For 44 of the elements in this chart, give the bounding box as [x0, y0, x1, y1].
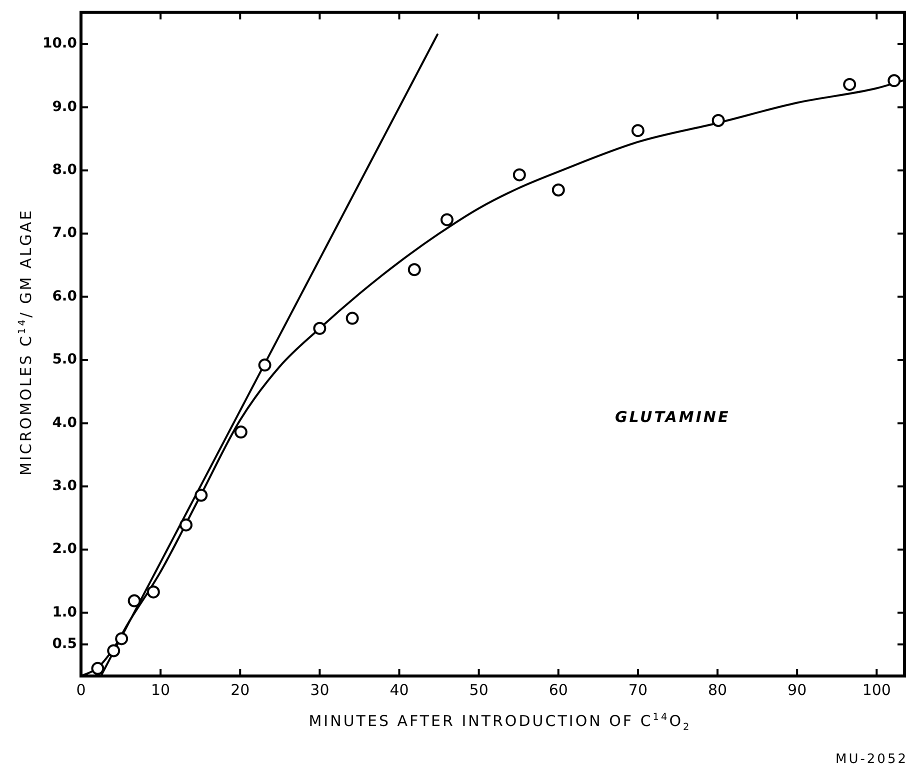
- point: [512, 168, 526, 182]
- point: [146, 585, 160, 598]
- point: [115, 632, 128, 646]
- y-tick-label: 2.0: [52, 541, 78, 558]
- y-tick-label: 8.0: [52, 162, 78, 178]
- point: [194, 488, 208, 502]
- point: [234, 426, 248, 439]
- y-tick-label: 0.5: [52, 636, 77, 652]
- point: [843, 78, 856, 91]
- y-tick-label: 7.0: [52, 225, 78, 242]
- point: [258, 358, 272, 372]
- y-tick-label: 10.0: [42, 36, 78, 52]
- point: [346, 312, 359, 325]
- point: [128, 594, 141, 608]
- x-tick-label: 90: [788, 680, 807, 699]
- point: [91, 662, 104, 675]
- y-tick-label: 9.0: [52, 98, 78, 115]
- y-tick-label: 3.0: [52, 478, 78, 494]
- x-tick-label: 0: [76, 680, 86, 699]
- y-tick-label: 6.0: [52, 288, 78, 304]
- point: [107, 644, 120, 658]
- x-tick-label: 30: [310, 680, 330, 699]
- x-tick-label: 60: [548, 680, 568, 699]
- point: [408, 263, 421, 276]
- y-tick-label: 5.0: [52, 352, 78, 368]
- text: MU-2052: [835, 752, 908, 767]
- point: [712, 114, 725, 127]
- point: [631, 124, 644, 138]
- point: [440, 213, 454, 226]
- point: [888, 74, 901, 88]
- x-tick-label: 40: [390, 680, 409, 699]
- x-tick-label: 100: [862, 680, 891, 699]
- x-tick-label: 20: [230, 680, 250, 699]
- point: [180, 518, 193, 532]
- x-tick-label: 10: [151, 680, 170, 699]
- y-tick-label: 1.0: [52, 604, 78, 620]
- x-axis-title: MINUTES AFTER INTRODUCTION OF C$^{14}$O$_{2}$: [308, 712, 692, 733]
- x-tick-label: 70: [628, 680, 648, 699]
- point: [313, 322, 326, 335]
- annotation: GLUTAMINE: [615, 408, 730, 426]
- x-tick-label: 50: [469, 680, 488, 699]
- x-tick-label: 80: [708, 680, 728, 699]
- y-tick-label: 4.0: [52, 414, 78, 431]
- point: [552, 183, 565, 196]
